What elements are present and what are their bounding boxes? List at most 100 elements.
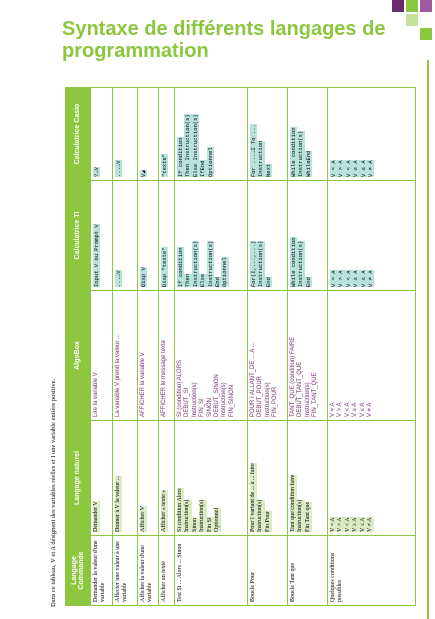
table-cell: Disp "texte" <box>158 180 175 291</box>
table-cell: La variable V prend la valeur ... <box>112 290 138 421</box>
cell-line: SINON <box>206 397 213 417</box>
row-label: Demander la valeur d'une variable <box>90 535 113 606</box>
cell-line: V = A <box>330 270 338 287</box>
table-cell: V◢ <box>137 87 159 181</box>
cell-line: V > A <box>337 270 345 287</box>
cell-line: Then <box>184 273 192 287</box>
cell-line: V ≠ A <box>367 402 374 417</box>
cell-line: V ≤ A <box>359 402 366 417</box>
table-cell: Disp V <box>137 180 159 291</box>
cell-line: TANT_QUE (condition) FAIRE <box>290 336 296 417</box>
cell-line: V ≥ A <box>352 517 360 532</box>
cell-line: Next <box>264 163 273 177</box>
decor <box>420 28 432 40</box>
cell-line: V ≤ A <box>359 270 368 287</box>
cell-line: DEBUT_TANT_QUE <box>297 361 304 417</box>
cell-line: ...→V <box>115 160 123 177</box>
decor <box>406 14 418 26</box>
table-cell: POUR I ALLANT_DE ... A ... DEBUT_POUR Inst… <box>247 290 288 421</box>
table-cell: ?→V <box>90 87 113 181</box>
cell-line: Instruction(s) <box>297 240 305 287</box>
cell-line: ?→V <box>93 167 101 177</box>
cell-line: "texte" <box>161 153 169 177</box>
cell-line: V ≠ A <box>367 517 375 532</box>
table-row: Affecter une valeur à une variable Donner… <box>112 87 138 606</box>
table-row: Boucle Tant que Tant que condition faire I… <box>287 87 328 606</box>
cell-line: Instruction(s) <box>257 240 265 287</box>
table-cell: "texte" <box>158 87 175 181</box>
cell-line: For(I,...,...) <box>250 240 258 287</box>
column-header: AlgoBox <box>65 290 91 421</box>
cell-line: AFFICHER le message texte <box>161 339 167 417</box>
table-row: Afficher la valeur d'une variable Affiche… <box>137 87 159 606</box>
table-cell: ...→V <box>112 87 138 181</box>
cell-line: V < A <box>344 160 353 177</box>
cell-line: AFFICHER la variable V <box>140 352 146 417</box>
cell-line: V = A <box>330 517 338 532</box>
table-cell: AFFICHER la variable V <box>137 290 159 421</box>
cell-line: Else <box>199 273 207 287</box>
cell-line: Instruction(s) <box>297 130 305 177</box>
cell-line: Lire la variable V <box>93 372 99 417</box>
table-cell: TANT_QUE (condition) FAIRE DEBUT_TANT_QUE… <box>287 290 328 421</box>
cell-line: End <box>264 277 273 287</box>
row-label: Boucle Tant que <box>287 535 328 606</box>
header-row: Langage Commande Langage naturel AlgoBox Cal… <box>65 87 91 606</box>
cell-line: V ≥ A <box>352 160 360 177</box>
row-label: Test Si ... Alors ... Sinon <box>174 535 248 606</box>
decor <box>406 0 418 12</box>
cell-line: V ≤ A <box>359 517 368 532</box>
table-row: Boucle Pour Pour I variant de ... à ... f… <box>247 87 288 606</box>
cell-line: Instruction(s) <box>264 382 271 417</box>
table: Langage Commande Langage naturel AlgoBox Cal… <box>65 87 416 606</box>
table-cell: If condition Then Instruction(s) Else Inst… <box>174 87 248 181</box>
cell-line: Instruction(s) <box>199 499 207 532</box>
table-row: Test Si ... Alors ... Sinon Si condition … <box>174 87 248 606</box>
cell-line: Input V ou Prompt V <box>93 224 101 287</box>
cell-line: V > A <box>337 517 345 532</box>
cell-line: V ≠ A <box>367 270 375 287</box>
cell-line: If condition <box>177 247 185 287</box>
table-row: Demander la valeur d'une variable Demande… <box>90 87 113 606</box>
table-cell: For ...→I To ... Instruction Next <box>247 87 288 181</box>
cell-line: V < A <box>344 270 353 287</box>
cell-line: Demander V <box>93 501 101 532</box>
decor <box>392 0 404 12</box>
table-cell: Pour I variant de ... à ... faire Instruc… <box>247 420 288 536</box>
decor <box>420 0 432 12</box>
table-cell: Demander V <box>90 420 113 536</box>
cell-line: DEBUT_SINON <box>214 374 221 417</box>
cell-line: If condition <box>177 137 185 177</box>
column-header: Calculatrice TI <box>65 180 91 291</box>
cell-line: Fin Si <box>206 517 215 532</box>
cell-line: Optionnel <box>214 508 222 532</box>
cell-line: IfEnd <box>199 160 207 177</box>
cell-line: V = A <box>330 160 338 177</box>
cell-line: Instruction(s) <box>297 499 305 532</box>
cell-line: End <box>214 277 222 287</box>
table-cell: Lire la variable V <box>90 290 113 421</box>
table-cell: AFFICHER le message texte <box>158 290 175 421</box>
corner-label: Commande <box>78 551 85 590</box>
table-cell: For(I,...,...) Instruction(s) End <box>247 180 288 291</box>
table-cell: Tant que condition faire Instruction(s) Fi… <box>287 420 328 536</box>
table-cell: Afficher V <box>137 420 159 536</box>
table-cell: Donner à V la valeur ... <box>112 420 138 536</box>
column-header: Langage naturel <box>65 420 91 536</box>
corner-cell: Langage Commande <box>65 535 91 606</box>
table-wrap: Langage Commande Langage naturel AlgoBox Cal… <box>65 87 416 606</box>
cell-line: Instruction(s) <box>257 499 265 532</box>
cell-line: V ≥ A <box>352 402 359 417</box>
cell-line: Optionnel <box>206 147 215 177</box>
cell-line: FIN_SINON <box>228 384 235 417</box>
cell-line: For ...→I To ... <box>250 124 258 177</box>
cell-line: Instruction(s) <box>221 382 228 417</box>
cell-line: Instruction(s) <box>184 499 192 532</box>
table-cell: Si condition Alors Instruction(s) Sinon Ins… <box>174 420 248 536</box>
